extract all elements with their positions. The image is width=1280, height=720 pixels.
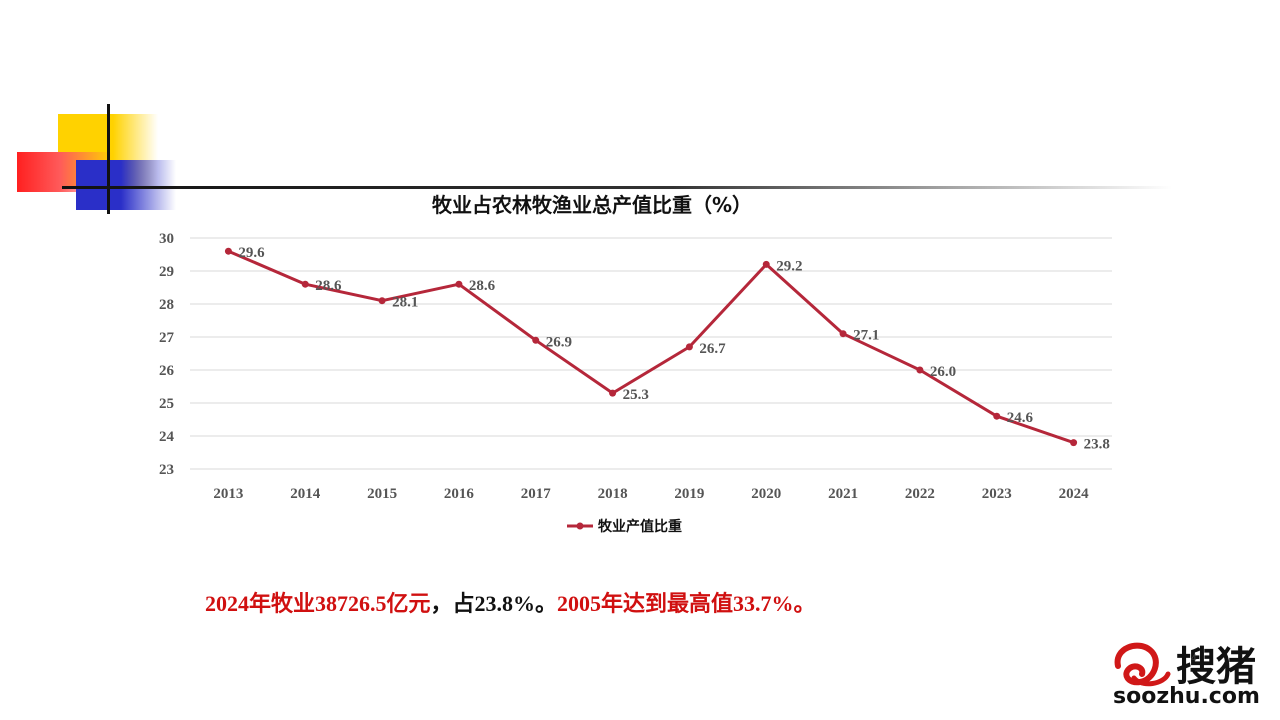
series-line: [227, 249, 1075, 445]
y-tick-label: 29: [159, 264, 174, 280]
summary-part-2: ，占23.8%。: [430, 591, 558, 616]
data-label: 24.6: [1007, 410, 1034, 426]
y-tick-label: 24: [159, 429, 175, 445]
x-tick-label: 2017: [521, 486, 552, 502]
data-label: 29.6: [238, 245, 265, 261]
data-point: [685, 343, 693, 351]
legend-label: 牧业产值比重: [598, 518, 682, 535]
logo-brand-text: 搜猪: [1176, 643, 1256, 690]
x-tick-label: 2019: [674, 486, 704, 502]
data-point: [378, 297, 386, 305]
x-tick-label: 2013: [213, 486, 243, 502]
data-label: 28.6: [315, 278, 342, 294]
logo-site-text: soozhu.com: [1113, 684, 1260, 709]
x-tick-label: 2015: [367, 486, 397, 502]
y-tick-label: 25: [159, 396, 174, 412]
series-points: [224, 247, 1078, 447]
decor-horizontal-line: [62, 186, 1172, 189]
data-labels: 29.6 28.6 28.1 28.6 26.9 25.3 26.7 29.2 27.1 26.0…: [238, 245, 1109, 452]
y-tick-label: 30: [159, 231, 174, 247]
x-tick-label: 2018: [598, 486, 628, 502]
legend-dot-marker: [576, 522, 584, 530]
data-point: [532, 336, 540, 344]
x-axis-ticks: 2013 2014 2015 2016 2017 2018 2019 2020 2021 2022…: [213, 486, 1089, 502]
x-tick-label: 2023: [982, 486, 1012, 502]
x-tick-label: 2022: [905, 486, 935, 502]
data-label: 26.7: [699, 341, 726, 357]
data-label: 26.9: [546, 334, 572, 350]
chart-title: 牧业占农林牧渔业总产值比重（%）: [432, 193, 752, 217]
data-point: [455, 280, 463, 288]
data-point: [609, 389, 617, 397]
data-label: 28.6: [469, 278, 496, 294]
data-label: 29.2: [776, 258, 802, 274]
x-tick-label: 2016: [444, 486, 475, 502]
decor-blue-square: [76, 160, 176, 210]
x-tick-label: 2014: [290, 486, 321, 502]
data-label: 23.8: [1084, 437, 1110, 453]
y-tick-label: 28: [159, 297, 174, 313]
data-point: [224, 247, 232, 255]
data-point: [916, 366, 924, 374]
x-tick-label: 2020: [751, 486, 781, 502]
data-label: 28.1: [392, 295, 418, 311]
data-point: [301, 280, 309, 288]
x-tick-label: 2021: [828, 486, 858, 502]
data-label: 25.3: [623, 387, 649, 403]
y-axis-ticks: 30 29 28 27 26 25 24 23: [159, 231, 175, 478]
decor-vertical-line: [107, 104, 110, 214]
data-label: 26.0: [930, 364, 956, 380]
data-point: [993, 412, 1001, 420]
summary-part-1: 2024年牧业38726.5亿元: [205, 591, 431, 616]
chart-grid: [190, 237, 1112, 470]
data-point: [839, 330, 847, 338]
y-tick-label: 26: [159, 363, 175, 379]
data-point: [762, 260, 770, 268]
data-point: [1070, 439, 1078, 447]
x-tick-label: 2024: [1059, 486, 1090, 502]
summary-text: 2024年牧业38726.5亿元，占23.8%。2005年达到最高值33.7%。: [205, 586, 816, 618]
y-tick-label: 27: [159, 330, 175, 346]
summary-part-3: 2005年达到最高值33.7%。: [557, 591, 816, 616]
soozhu-logo: [1114, 642, 1171, 687]
legend: 牧业产值比重: [567, 518, 682, 535]
page-number: 4: [1191, 653, 1197, 664]
data-label: 27.1: [853, 328, 879, 344]
y-tick-label: 23: [159, 462, 174, 478]
